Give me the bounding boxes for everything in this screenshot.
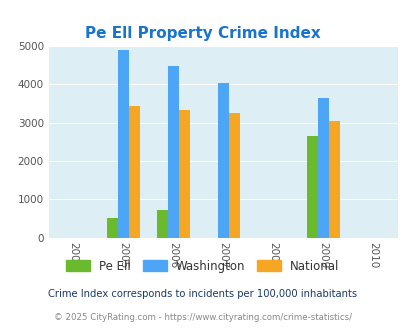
Bar xyxy=(317,98,328,238)
Text: Crime Index corresponds to incidents per 100,000 inhabitants: Crime Index corresponds to incidents per… xyxy=(48,289,357,299)
Legend: Pe Ell, Washington, National: Pe Ell, Washington, National xyxy=(62,255,343,278)
Bar xyxy=(157,210,168,238)
Bar xyxy=(179,110,190,238)
Bar xyxy=(328,121,339,238)
Bar xyxy=(228,113,239,238)
Bar xyxy=(217,82,228,238)
Text: © 2025 CityRating.com - https://www.cityrating.com/crime-statistics/: © 2025 CityRating.com - https://www.city… xyxy=(54,313,351,322)
Bar xyxy=(168,66,179,238)
Bar xyxy=(306,136,317,238)
Bar xyxy=(129,106,140,238)
Text: Pe Ell Property Crime Index: Pe Ell Property Crime Index xyxy=(85,26,320,41)
Bar xyxy=(118,50,129,238)
Bar xyxy=(107,218,118,238)
